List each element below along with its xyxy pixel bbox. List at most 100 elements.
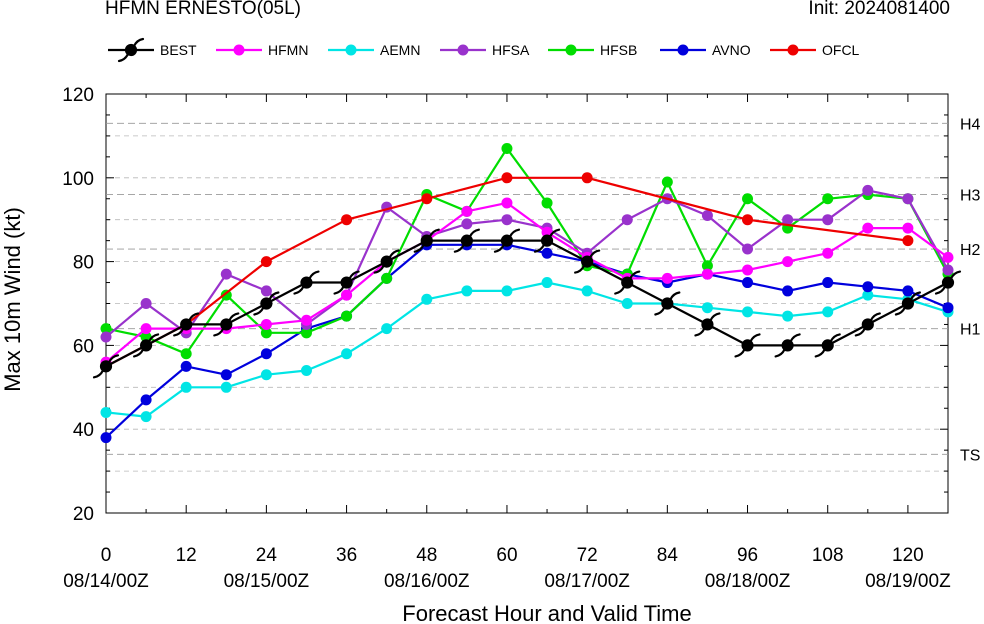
hurricane-marker: [132, 333, 160, 358]
hurricane-arm: [253, 306, 265, 316]
data-point-hfsb: [501, 142, 513, 154]
hurricane-arm: [213, 327, 225, 337]
intensity-label-h4: H4: [960, 116, 981, 133]
x-tick-label: 12: [176, 545, 197, 566]
data-point-avno: [902, 285, 914, 297]
hurricane-arm: [694, 327, 706, 337]
data-point-ofcl: [581, 172, 593, 184]
hurricane-arm: [894, 306, 907, 316]
hurricane-marker: [92, 354, 120, 379]
x-tick-label: 0: [101, 545, 112, 566]
series-line-hfsa: [105, 189, 949, 338]
hurricane-marker: [173, 312, 200, 337]
series-ofcl: [100, 172, 914, 372]
hurricane-arm: [749, 333, 761, 343]
data-point-avno: [180, 360, 192, 372]
data-point-hfsa: [862, 184, 874, 196]
legend-swatch-marker: [345, 44, 357, 56]
y-axis-title: Max 10m Wind (kt): [0, 207, 25, 392]
legend-item-avno: AVNO: [660, 42, 751, 58]
data-point-aemn: [220, 381, 232, 393]
data-point-ofcl: [421, 193, 433, 205]
data-point-hfsb: [180, 348, 192, 360]
hurricane-arm: [508, 228, 521, 238]
legend-hurricane-icon: [117, 37, 145, 63]
legend-item-hfsb: HFSB: [548, 42, 637, 58]
data-point-hfsa: [220, 268, 232, 280]
hurricane-marker: [854, 312, 881, 337]
legend-label: OFCL: [822, 42, 860, 58]
hurricane-marker: [493, 228, 521, 253]
data-point-hfmn: [140, 323, 152, 335]
data-point-hfmn: [260, 318, 272, 330]
data-point-best: [943, 277, 953, 288]
series-best: [92, 228, 962, 379]
data-point-best: [181, 319, 192, 330]
data-point-avno: [862, 281, 874, 293]
legend-item-hfmn: HFMN: [216, 42, 308, 58]
hurricane-arm: [774, 348, 786, 358]
hurricane-arm: [533, 243, 546, 253]
x-tick-label: 72: [577, 545, 598, 566]
intensity-label-h3: H3: [960, 188, 981, 205]
x-axis-title: Forecast Hour and Valid Time: [402, 601, 691, 624]
legend-item-aemn: AEMN: [328, 42, 420, 58]
data-point-aemn: [501, 285, 513, 297]
hurricane-arm: [789, 333, 801, 343]
data-point-aemn: [862, 289, 874, 301]
data-point-hfmn: [782, 256, 794, 268]
data-point-avno: [822, 277, 834, 289]
legend-item-hfsa: HFSA: [440, 42, 530, 58]
data-point-aemn: [822, 306, 834, 318]
hurricane-arm: [854, 327, 866, 337]
x-tick-label: 84: [657, 545, 679, 566]
hurricane-arm: [493, 243, 506, 253]
x-tick-label: 96: [737, 545, 758, 566]
data-point-avno: [782, 285, 794, 297]
data-point-ofcl: [260, 256, 272, 268]
x-tick-label: 36: [336, 545, 357, 566]
hurricane-marker: [894, 291, 922, 316]
intensity-label-h1: H1: [960, 322, 981, 339]
x-tick-label: 60: [496, 545, 517, 566]
hurricane-arm: [132, 348, 145, 358]
hurricane-arm: [829, 333, 841, 343]
data-point-best: [381, 256, 392, 267]
series-line-hfmn: [105, 201, 949, 364]
hurricane-arm: [333, 285, 345, 295]
data-point-best: [862, 319, 873, 330]
x-date-label: 08/16/00Z: [384, 571, 470, 592]
data-point-aemn: [541, 277, 553, 289]
data-point-best: [662, 298, 673, 309]
data-point-hfmn: [701, 268, 713, 280]
data-point-hfmn: [300, 314, 312, 326]
hurricane-arm: [548, 228, 561, 238]
hurricane-arm: [709, 312, 721, 322]
hurricane-marker: [654, 291, 681, 316]
data-point-aemn: [300, 365, 312, 377]
legend-label: HFMN: [268, 42, 308, 58]
hurricane-arm: [348, 270, 360, 280]
hurricane-marker: [734, 333, 761, 358]
hurricane-marker: [213, 312, 240, 337]
data-point-best: [301, 277, 312, 288]
hurricane-marker: [293, 270, 320, 295]
data-point-hfsa: [742, 243, 754, 255]
x-date-label: 08/18/00Z: [705, 571, 791, 592]
chart-title: HFMN ERNESTO(05L): [105, 0, 302, 19]
hurricane-arm: [654, 306, 666, 316]
data-point-hfmn: [862, 222, 874, 234]
legend-swatch-marker: [677, 44, 689, 56]
data-point-hfsb: [822, 193, 834, 205]
data-point-avno: [220, 369, 232, 381]
legend-swatch-marker: [233, 44, 245, 56]
data-point-aemn: [140, 411, 152, 423]
intensity-label-h2: H2: [960, 242, 981, 259]
legend-label: BEST: [160, 42, 197, 58]
hurricane-arm: [173, 327, 185, 337]
hurricane-arm: [909, 291, 922, 301]
data-point-hfmn: [341, 289, 353, 301]
data-point-best: [101, 361, 111, 372]
data-point-hfmn: [902, 222, 914, 234]
series-line-best: [105, 239, 949, 368]
